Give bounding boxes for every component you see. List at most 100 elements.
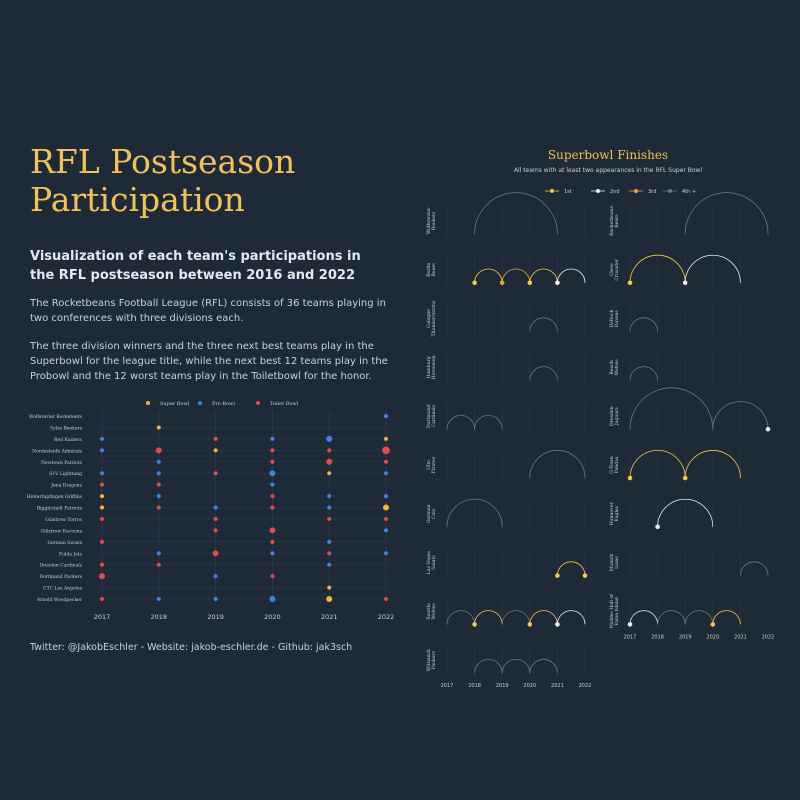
data-point xyxy=(213,574,218,579)
team-label-line: Seattle xyxy=(426,603,432,620)
finish-point xyxy=(627,475,633,481)
data-point xyxy=(327,471,332,476)
x-tick-label: 2019 xyxy=(207,613,224,621)
finish-point xyxy=(682,280,688,286)
data-point xyxy=(156,551,161,556)
data-point xyxy=(270,551,275,556)
data-point xyxy=(384,414,388,418)
page-title: RFL Postseason Participation xyxy=(30,142,296,219)
team-label-line: Wolves xyxy=(614,359,620,376)
finish-arc xyxy=(501,268,531,283)
finish-arc xyxy=(657,498,714,527)
finish-arc xyxy=(712,401,769,430)
data-point xyxy=(156,425,161,430)
x-tick-label: 2017 xyxy=(94,613,111,621)
data-point xyxy=(270,482,275,487)
data-point xyxy=(327,448,332,453)
team-label: CTC Los Angeles xyxy=(43,586,83,592)
x-tick-label: 2021 xyxy=(551,683,564,689)
finish-point xyxy=(472,622,477,627)
x-tick-label: 2019 xyxy=(679,634,692,640)
team-label: Fulda Jets xyxy=(59,551,83,557)
data-point xyxy=(270,494,275,499)
panel-team-label: Seattle Wolves xyxy=(426,603,437,620)
data-point xyxy=(100,516,104,521)
team-label: Nordesleidh Admirals xyxy=(32,448,83,454)
data-point xyxy=(269,527,276,534)
panel-team-label: German Cats xyxy=(426,504,437,523)
team-label-line: Packers xyxy=(431,650,437,669)
legend-swatch xyxy=(634,189,638,193)
team-label-line: Fame Island xyxy=(614,597,620,625)
finish-arc xyxy=(629,450,686,479)
finish-arc xyxy=(474,415,503,430)
team-label-line: Hamburg xyxy=(426,356,432,378)
data-point xyxy=(269,470,276,477)
data-point xyxy=(384,516,388,521)
legend-swatch xyxy=(596,189,600,193)
team-label: Gülstrow Torros xyxy=(45,517,83,523)
finish-arc xyxy=(629,366,658,381)
data-point xyxy=(326,596,333,602)
team-label-line: Pirates xyxy=(431,456,437,473)
data-point xyxy=(384,436,388,441)
finish-arc xyxy=(474,268,503,283)
finish-arc xyxy=(629,387,714,430)
panel-team-label: Cleve Crusader xyxy=(609,258,620,280)
finish-point xyxy=(499,280,505,286)
team-label-line: Rocketbeans xyxy=(609,205,615,236)
finish-point xyxy=(655,524,660,530)
x-tick-label: 2020 xyxy=(706,634,719,640)
team-label-line: Dortmund xyxy=(426,404,432,428)
finish-arc xyxy=(684,192,769,235)
team-label: Jena Dragons xyxy=(50,483,82,489)
data-point xyxy=(156,562,161,567)
data-point xyxy=(100,562,104,567)
finish-point xyxy=(582,573,588,578)
data-point xyxy=(99,573,105,580)
panel-team-label: Cologne Thunderstorms xyxy=(426,300,437,336)
team-label-line: Cardinals xyxy=(431,404,437,427)
finish-arc xyxy=(501,659,531,674)
x-tick-label: 2021 xyxy=(321,613,338,621)
data-point xyxy=(270,448,275,453)
finish-point xyxy=(682,475,688,481)
team-label: Dortmund Packers xyxy=(39,574,82,580)
team-label: Newtown Patriots xyxy=(41,460,83,466)
legend-label: Pro Bowl xyxy=(212,401,235,407)
finish-arc xyxy=(629,610,658,625)
finish-arc xyxy=(684,610,714,625)
panel-team-label: Dresden Jaguars xyxy=(609,406,620,426)
finish-arc xyxy=(474,192,558,235)
data-point xyxy=(327,505,332,510)
team-label-line: Wolfsrevier xyxy=(426,207,432,234)
team-label-line: German xyxy=(426,504,432,523)
data-point xyxy=(213,516,218,521)
data-point xyxy=(100,494,104,499)
team-label: Gülstrow Racoons xyxy=(40,528,82,534)
data-point xyxy=(100,505,104,510)
team-label: SI-V Lightning xyxy=(49,471,82,477)
data-point xyxy=(270,459,275,464)
team-label-line: Bears xyxy=(431,262,437,276)
finish-point xyxy=(555,573,560,578)
legend-swatch xyxy=(550,189,554,193)
panel-team-label: Nickles Hall of Fame Island xyxy=(609,594,620,629)
data-point xyxy=(100,471,104,476)
data-point xyxy=(100,482,104,487)
team-label-line: Ulm xyxy=(426,460,432,470)
data-point xyxy=(213,505,218,510)
finish-point xyxy=(710,622,716,627)
data-point xyxy=(270,574,275,579)
team-label-line: Horsemen xyxy=(431,355,437,379)
team-label-line: Rockets xyxy=(431,211,437,230)
footer-credits: Twitter: @JakobEschler - Website: jakob-… xyxy=(30,642,353,653)
finish-arc xyxy=(657,610,686,625)
data-point xyxy=(327,539,332,544)
finish-arc xyxy=(529,366,558,381)
team-label: Arnold Woodpecker xyxy=(36,597,83,603)
team-label-line: Cleve xyxy=(609,263,615,276)
panel-team-label: G-Town Pandas xyxy=(609,456,620,474)
data-point xyxy=(156,471,161,476)
data-point xyxy=(384,597,388,601)
